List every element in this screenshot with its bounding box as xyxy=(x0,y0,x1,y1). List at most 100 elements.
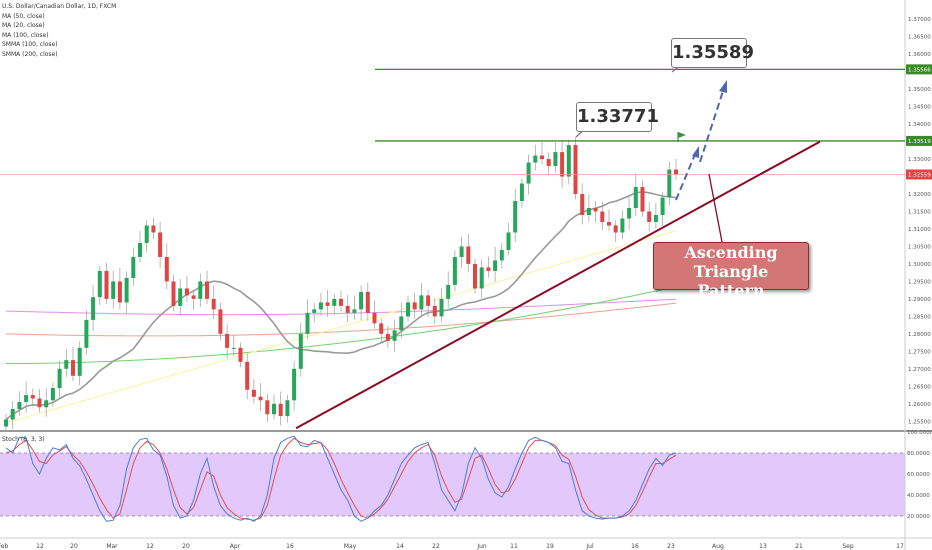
y-tick-label: 1.32000 xyxy=(908,192,931,198)
x-tick-label: 23 xyxy=(667,543,675,550)
candle-body xyxy=(131,256,136,278)
candle-body xyxy=(620,218,625,233)
candle-body xyxy=(238,347,243,362)
candle-body xyxy=(24,395,29,403)
x-tick-label: Aug xyxy=(712,543,724,550)
smma100-line xyxy=(5,302,677,337)
x-tick-label: Mar xyxy=(106,543,118,550)
x-tick-label: Jul xyxy=(585,543,594,550)
y-tick-label: 1.31500 xyxy=(908,210,931,216)
candle-body xyxy=(339,298,343,306)
candle-body xyxy=(446,284,451,299)
candle-body xyxy=(439,298,444,317)
legend-ma20: MA (20, close) xyxy=(2,22,45,29)
stoch-label: Stoch (8, 3, 3) xyxy=(2,436,45,443)
ma100-line xyxy=(6,286,677,365)
candle-body xyxy=(506,232,511,250)
y-tick-label: 1.29000 xyxy=(908,297,931,303)
candle-body xyxy=(526,162,531,184)
x-tick-label: May xyxy=(344,543,357,550)
candle-body xyxy=(184,288,189,296)
candle-body xyxy=(647,211,652,222)
candle-body xyxy=(305,312,310,334)
candle-body xyxy=(553,152,558,167)
x-tick-label: Feb xyxy=(0,543,9,550)
candle-body xyxy=(653,215,658,222)
y-tick-label: 1.35000 xyxy=(908,87,931,93)
candle-body xyxy=(178,288,183,306)
candle-body xyxy=(372,312,377,324)
candle-body xyxy=(627,208,632,219)
candle-body xyxy=(586,208,591,215)
candle-body xyxy=(104,270,109,299)
stoch-k-line xyxy=(5,435,677,522)
price-badge-current xyxy=(906,169,932,180)
x-tick-label: 22 xyxy=(432,543,440,550)
candle-body xyxy=(345,305,350,313)
x-tick-label: Jun xyxy=(476,543,487,550)
candle-body xyxy=(513,201,518,233)
candle-body xyxy=(379,323,384,334)
candle-body xyxy=(325,302,330,306)
x-tick-label: 16 xyxy=(286,543,294,550)
candle-body xyxy=(365,291,370,313)
candle-body xyxy=(667,169,672,198)
candle-body xyxy=(312,309,317,313)
x-tick-label: 16 xyxy=(631,543,639,550)
candle-body xyxy=(459,246,464,257)
candle-body xyxy=(593,208,598,212)
stoch-tick-label: 20.0000 xyxy=(907,514,930,520)
x-tick-label: 17 xyxy=(896,543,904,550)
ascending-trendline xyxy=(295,140,821,430)
y-tick-label: 1.26000 xyxy=(908,402,931,408)
x-tick-label: 20 xyxy=(70,543,78,550)
candle-body xyxy=(57,368,62,389)
candle-body xyxy=(151,225,156,233)
candle-body xyxy=(211,298,216,310)
candle-body xyxy=(318,302,323,310)
candle-body xyxy=(580,194,585,215)
candle-body xyxy=(285,400,290,417)
candle-body xyxy=(540,155,544,160)
candle-body xyxy=(218,309,223,334)
projection-arrowhead-2 xyxy=(719,80,727,93)
candle-body xyxy=(406,302,410,317)
candle-body xyxy=(633,187,638,209)
candle-body xyxy=(613,225,618,233)
candle-body xyxy=(164,256,169,282)
legend: U.S. Dollar/Canadian Dollar, 1D, FXCM MA… xyxy=(2,2,116,59)
projection-arrow-2 xyxy=(699,87,725,163)
candle-body xyxy=(566,145,571,177)
candle-body xyxy=(452,256,457,285)
y-tick-label: 1.25500 xyxy=(908,419,931,425)
y-tick-label: 1.28000 xyxy=(908,332,931,338)
price-badge-middle xyxy=(906,135,932,146)
ma20-line xyxy=(5,190,677,421)
candle-body xyxy=(97,270,102,298)
x-tick-label: 20 xyxy=(182,543,190,550)
y-tick-label: 1.26500 xyxy=(908,384,931,390)
candle-body xyxy=(674,169,678,175)
stoch-tick-label: 40.0000 xyxy=(907,493,930,499)
candle-body xyxy=(171,281,176,306)
y-tick-label: 1.31000 xyxy=(908,227,931,233)
price-badge-text-middle: 1.33519 xyxy=(908,139,931,145)
ma50-line xyxy=(5,230,677,424)
candle-body xyxy=(607,221,611,226)
projection-arrow-1 xyxy=(675,151,697,201)
x-tick-label: 12 xyxy=(146,543,154,550)
candle-body xyxy=(4,419,8,427)
candle-body xyxy=(144,225,149,243)
stoch-band xyxy=(0,453,905,516)
candle-body xyxy=(493,260,498,271)
x-tick-label: 13 xyxy=(759,543,767,550)
y-tick-label: 1.27000 xyxy=(908,367,931,373)
candle-body xyxy=(30,395,35,399)
stoch-d-line xyxy=(5,437,677,521)
candle-body xyxy=(231,347,236,349)
candle-body xyxy=(158,232,163,257)
x-tick-label: Sep xyxy=(842,543,854,550)
x-tick-label: 11 xyxy=(510,543,518,550)
pattern-line2: Pattern xyxy=(697,281,765,300)
legend-ma100: MA (100, close) xyxy=(2,31,49,39)
